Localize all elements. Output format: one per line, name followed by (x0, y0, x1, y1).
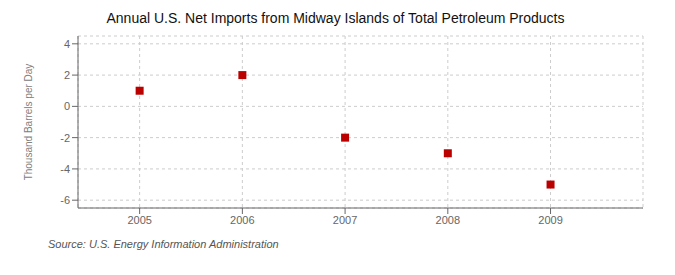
svg-text:Thousand Barrels per Day: Thousand Barrels per Day (23, 64, 34, 181)
html-text:Annual U.S. Net Imports from M: Annual U.S. Net Imports from Midway Isla… (106, 10, 565, 26)
svg-text:2008: 2008 (436, 214, 460, 226)
html-text:Source: U.S. Energy Informatio: Source: U.S. Energy Information Administ… (48, 238, 279, 250)
svg-text:2005: 2005 (127, 214, 151, 226)
svg-text:-6: -6 (60, 194, 70, 206)
svg-text:4: 4 (64, 38, 70, 50)
svg-text:-4: -4 (60, 163, 70, 175)
svg-text:-2: -2 (60, 132, 70, 144)
svg-text:2006: 2006 (230, 214, 254, 226)
svg-text:2009: 2009 (538, 214, 562, 226)
svg-text:2: 2 (64, 69, 70, 81)
svg-text:2007: 2007 (333, 214, 357, 226)
svg-text:0: 0 (64, 100, 70, 112)
